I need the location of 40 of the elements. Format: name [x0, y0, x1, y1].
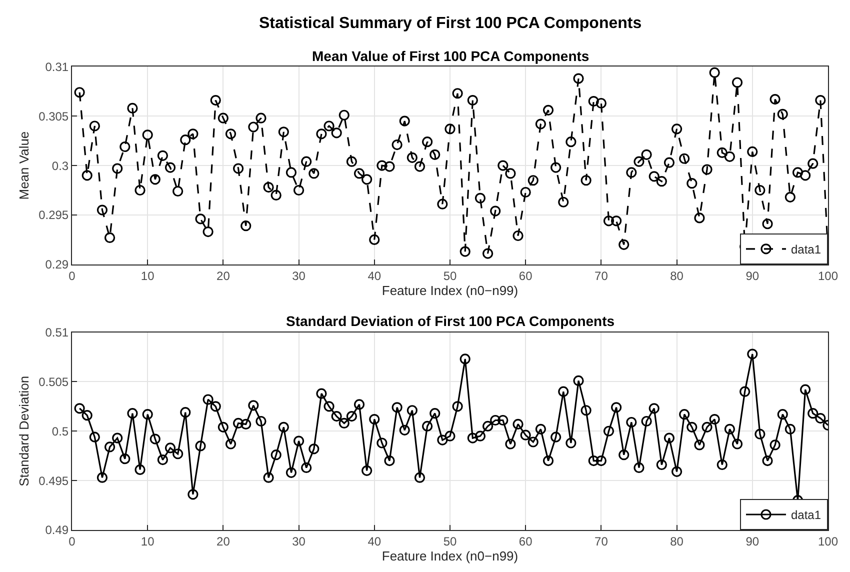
x-tick-label: 70 [594, 534, 608, 548]
y-tick-label: 0.505 [38, 374, 69, 389]
text: Statistical Summary of First 100 PCA Components [259, 15, 642, 32]
x-tick-label: 40 [368, 268, 382, 283]
x-tick-label: 0 [68, 268, 76, 283]
x-tick-label: 80 [670, 268, 684, 283]
x-axis-title: Feature Index (n0−n99) [382, 282, 518, 298]
x-axis-title: Feature Index (n0−n99) [382, 548, 518, 564]
chart-title: Mean Value of First 100 PCA Components [312, 48, 590, 64]
x-tick-label: 20 [216, 534, 230, 548]
chart-title: Standard Deviation of First 100 PCA Components [286, 313, 615, 329]
x-tick-label: 10 [140, 534, 155, 548]
y-axis-title: Standard Deviation [16, 376, 32, 486]
y-tick-label: 0.51 [45, 325, 69, 340]
x-tick-label: 50 [443, 268, 457, 283]
x-tick-label: 30 [292, 534, 306, 548]
x-tick-label: 60 [518, 268, 533, 283]
y-tick-label: 0.295 [38, 208, 69, 222]
y-tick-label: 0.29 [45, 258, 69, 272]
x-tick-label: 60 [518, 534, 533, 548]
y-tick-label: 0.49 [45, 523, 69, 538]
y-tick-label: 0.305 [38, 109, 69, 124]
y-tick-label: 0.31 [45, 60, 69, 74]
x-tick-label: 90 [746, 534, 760, 548]
x-tick-label: 40 [368, 534, 382, 548]
x-tick-label: 100 [818, 268, 838, 283]
x-tick-label: 50 [443, 534, 457, 548]
x-tick-label: 10 [140, 268, 155, 283]
x-tick-label: 70 [594, 268, 608, 283]
x-tick-label: 0 [68, 534, 76, 548]
y-tick-label: 0.495 [38, 474, 69, 488]
x-tick-label: 100 [818, 534, 838, 548]
x-tick-label: 90 [746, 268, 760, 283]
x-tick-label: 20 [216, 268, 230, 283]
x-tick-label: 80 [670, 534, 684, 548]
x-tick-label: 30 [292, 268, 306, 283]
y-tick-label: 0.3 [52, 158, 69, 173]
legend-label: data1 [791, 508, 822, 522]
y-axis-title: Mean Value [16, 131, 32, 200]
y-tick-label: 0.5 [52, 424, 69, 438]
